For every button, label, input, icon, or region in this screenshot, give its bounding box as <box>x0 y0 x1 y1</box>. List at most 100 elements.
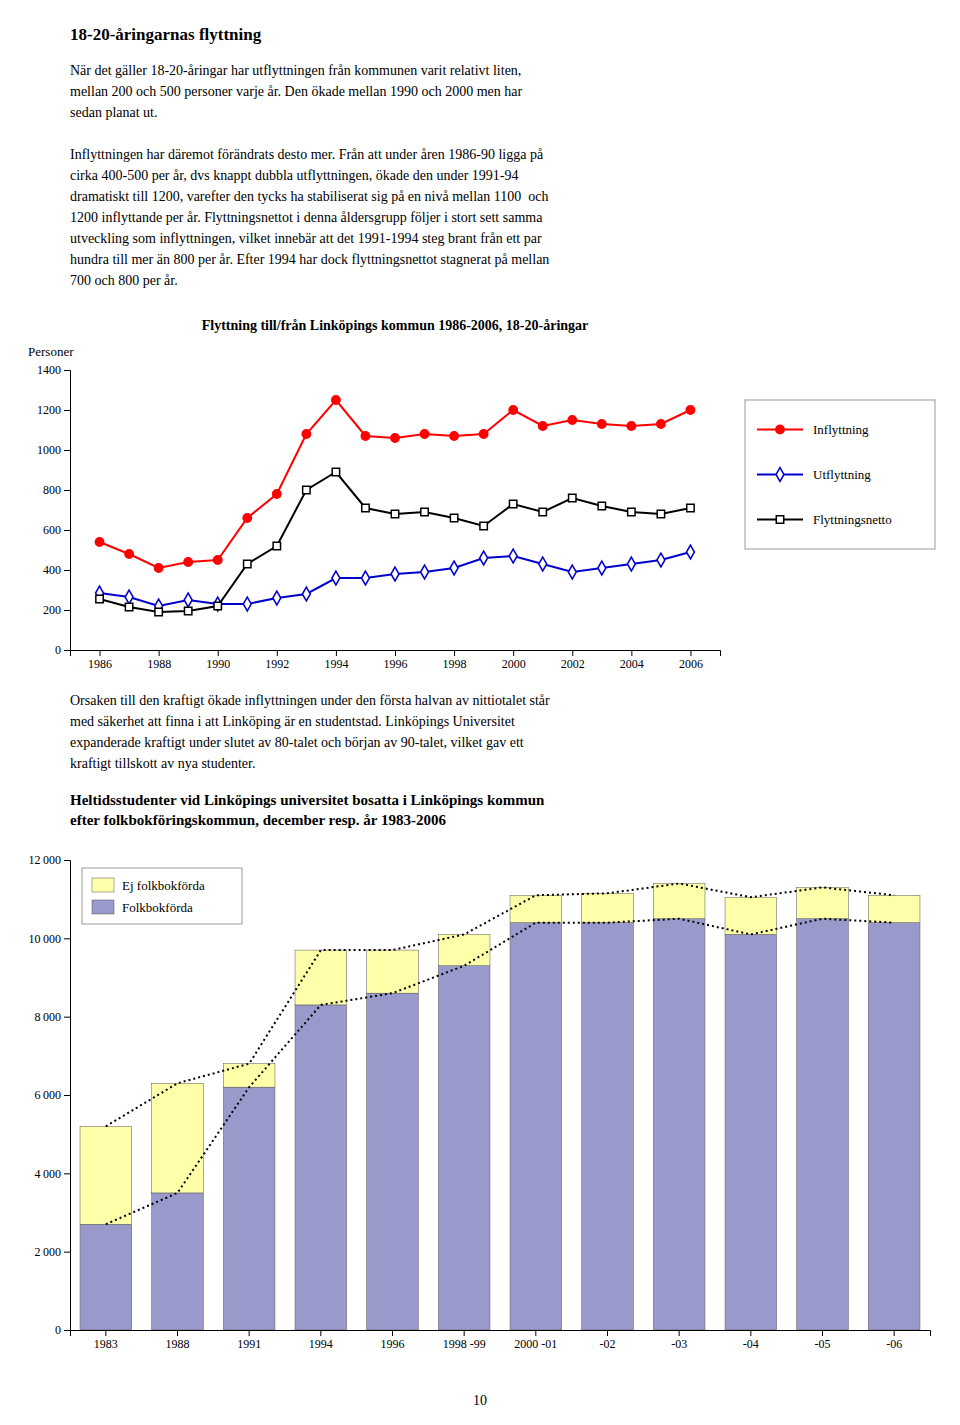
tick: -03 <box>671 1330 687 1351</box>
tick-label: 2000 <box>502 657 526 671</box>
point <box>243 597 251 611</box>
bar <box>367 993 419 1330</box>
tick: 200 <box>43 603 70 617</box>
tick: 2 000 <box>35 1245 70 1259</box>
point <box>214 597 222 611</box>
bar <box>80 1126 132 1224</box>
tick-mark <box>64 410 70 411</box>
point <box>125 590 133 604</box>
tick-mark <box>464 1330 465 1336</box>
tick-mark <box>64 570 70 571</box>
tick-mark <box>454 650 455 656</box>
point <box>391 567 399 581</box>
point <box>509 500 516 507</box>
point <box>332 468 339 475</box>
tick-label: 1994 <box>309 1337 333 1351</box>
series-line <box>100 552 691 606</box>
legend-label: Ej folkbokförda <box>122 878 205 893</box>
point <box>598 420 606 428</box>
body-text: expanderade kraftigt under slutet av 80-… <box>70 735 524 750</box>
tick-label: 1994 <box>324 657 348 671</box>
plot-area <box>80 884 920 1331</box>
point <box>125 550 133 558</box>
point <box>244 560 251 567</box>
point <box>361 432 369 440</box>
tick-mark <box>177 1330 178 1336</box>
point <box>509 549 517 563</box>
body-text: med säkerhet att finna i att Linköping ä… <box>70 714 515 729</box>
axis-line <box>71 1331 931 1337</box>
tick-mark <box>105 1330 106 1336</box>
bar <box>438 934 490 965</box>
point <box>302 430 310 438</box>
tick: 0 <box>55 1323 70 1337</box>
trend-line <box>106 919 894 1225</box>
tick: 2004 <box>620 650 644 671</box>
point <box>184 607 191 614</box>
tick-mark <box>64 938 70 939</box>
tick-label: 1992 <box>265 657 289 671</box>
tick-label: -05 <box>815 1337 831 1351</box>
tick-label: 0 <box>55 643 61 657</box>
chart-title-line: efter folkbokföringskommun, december res… <box>70 812 446 828</box>
tick-label: 1000 <box>37 443 61 457</box>
point <box>214 556 222 564</box>
point <box>479 430 487 438</box>
tick-label: 1200 <box>37 403 61 417</box>
tick-mark <box>607 1330 608 1336</box>
tick-mark <box>320 1330 321 1336</box>
body-text: mellan 200 och 500 personer varje år. De… <box>70 84 522 99</box>
tick-mark <box>572 650 573 656</box>
axis-y: 02 0004 0006 0008 00010 00012 000 <box>29 853 71 1337</box>
point <box>686 545 694 559</box>
point <box>273 542 280 549</box>
tick-mark <box>822 1330 823 1336</box>
tick: 4 000 <box>35 1167 70 1181</box>
bar <box>868 895 920 922</box>
point <box>657 510 664 517</box>
tick-label: 2000 -01 <box>514 1337 557 1351</box>
tick: -05 <box>815 1330 831 1351</box>
page: 18-20-åringarnas flyttningNär det gäller… <box>0 0 960 1425</box>
tick-mark <box>249 1330 250 1336</box>
point <box>303 486 310 493</box>
bar <box>295 1005 347 1330</box>
bar <box>653 919 705 1330</box>
tick: 1200 <box>37 403 70 417</box>
point <box>214 602 221 609</box>
point <box>568 416 576 424</box>
tick: 10 000 <box>29 932 70 946</box>
tick-label: 600 <box>43 523 61 537</box>
body-text: Orsaken till den kraftigt ökade inflyttn… <box>70 693 550 708</box>
bar <box>510 923 562 1330</box>
tick-label: 200 <box>43 603 61 617</box>
bar <box>223 1087 275 1330</box>
axis-line <box>64 371 71 651</box>
series-line <box>100 472 691 612</box>
point <box>302 587 310 601</box>
point <box>539 422 547 430</box>
legend-label: Flyttningsnetto <box>813 512 892 527</box>
point <box>420 430 428 438</box>
tick: 0 <box>55 643 70 657</box>
legend-box <box>745 400 935 549</box>
tick: 2006 <box>679 650 703 671</box>
tick: 1992 <box>265 650 289 671</box>
point <box>450 514 457 521</box>
point <box>686 406 694 414</box>
tick: 1994 <box>309 1330 333 1351</box>
legend-swatch <box>92 878 114 892</box>
point <box>480 522 487 529</box>
tick-label: 10 000 <box>29 932 61 946</box>
tick: -04 <box>743 1330 759 1351</box>
legend-label: Folkbokförda <box>122 900 193 915</box>
tick: 1990 <box>206 650 230 671</box>
heading: 18-20-åringarnas flyttning <box>70 25 262 44</box>
point <box>421 508 428 515</box>
chart-title: Heltidsstudenter vid Linköpings universi… <box>70 792 545 828</box>
point <box>627 422 635 430</box>
tick: 1988 <box>166 1330 190 1351</box>
tick-mark <box>64 490 70 491</box>
tick: 800 <box>43 483 70 497</box>
tick-label: 1998 <box>443 657 467 671</box>
